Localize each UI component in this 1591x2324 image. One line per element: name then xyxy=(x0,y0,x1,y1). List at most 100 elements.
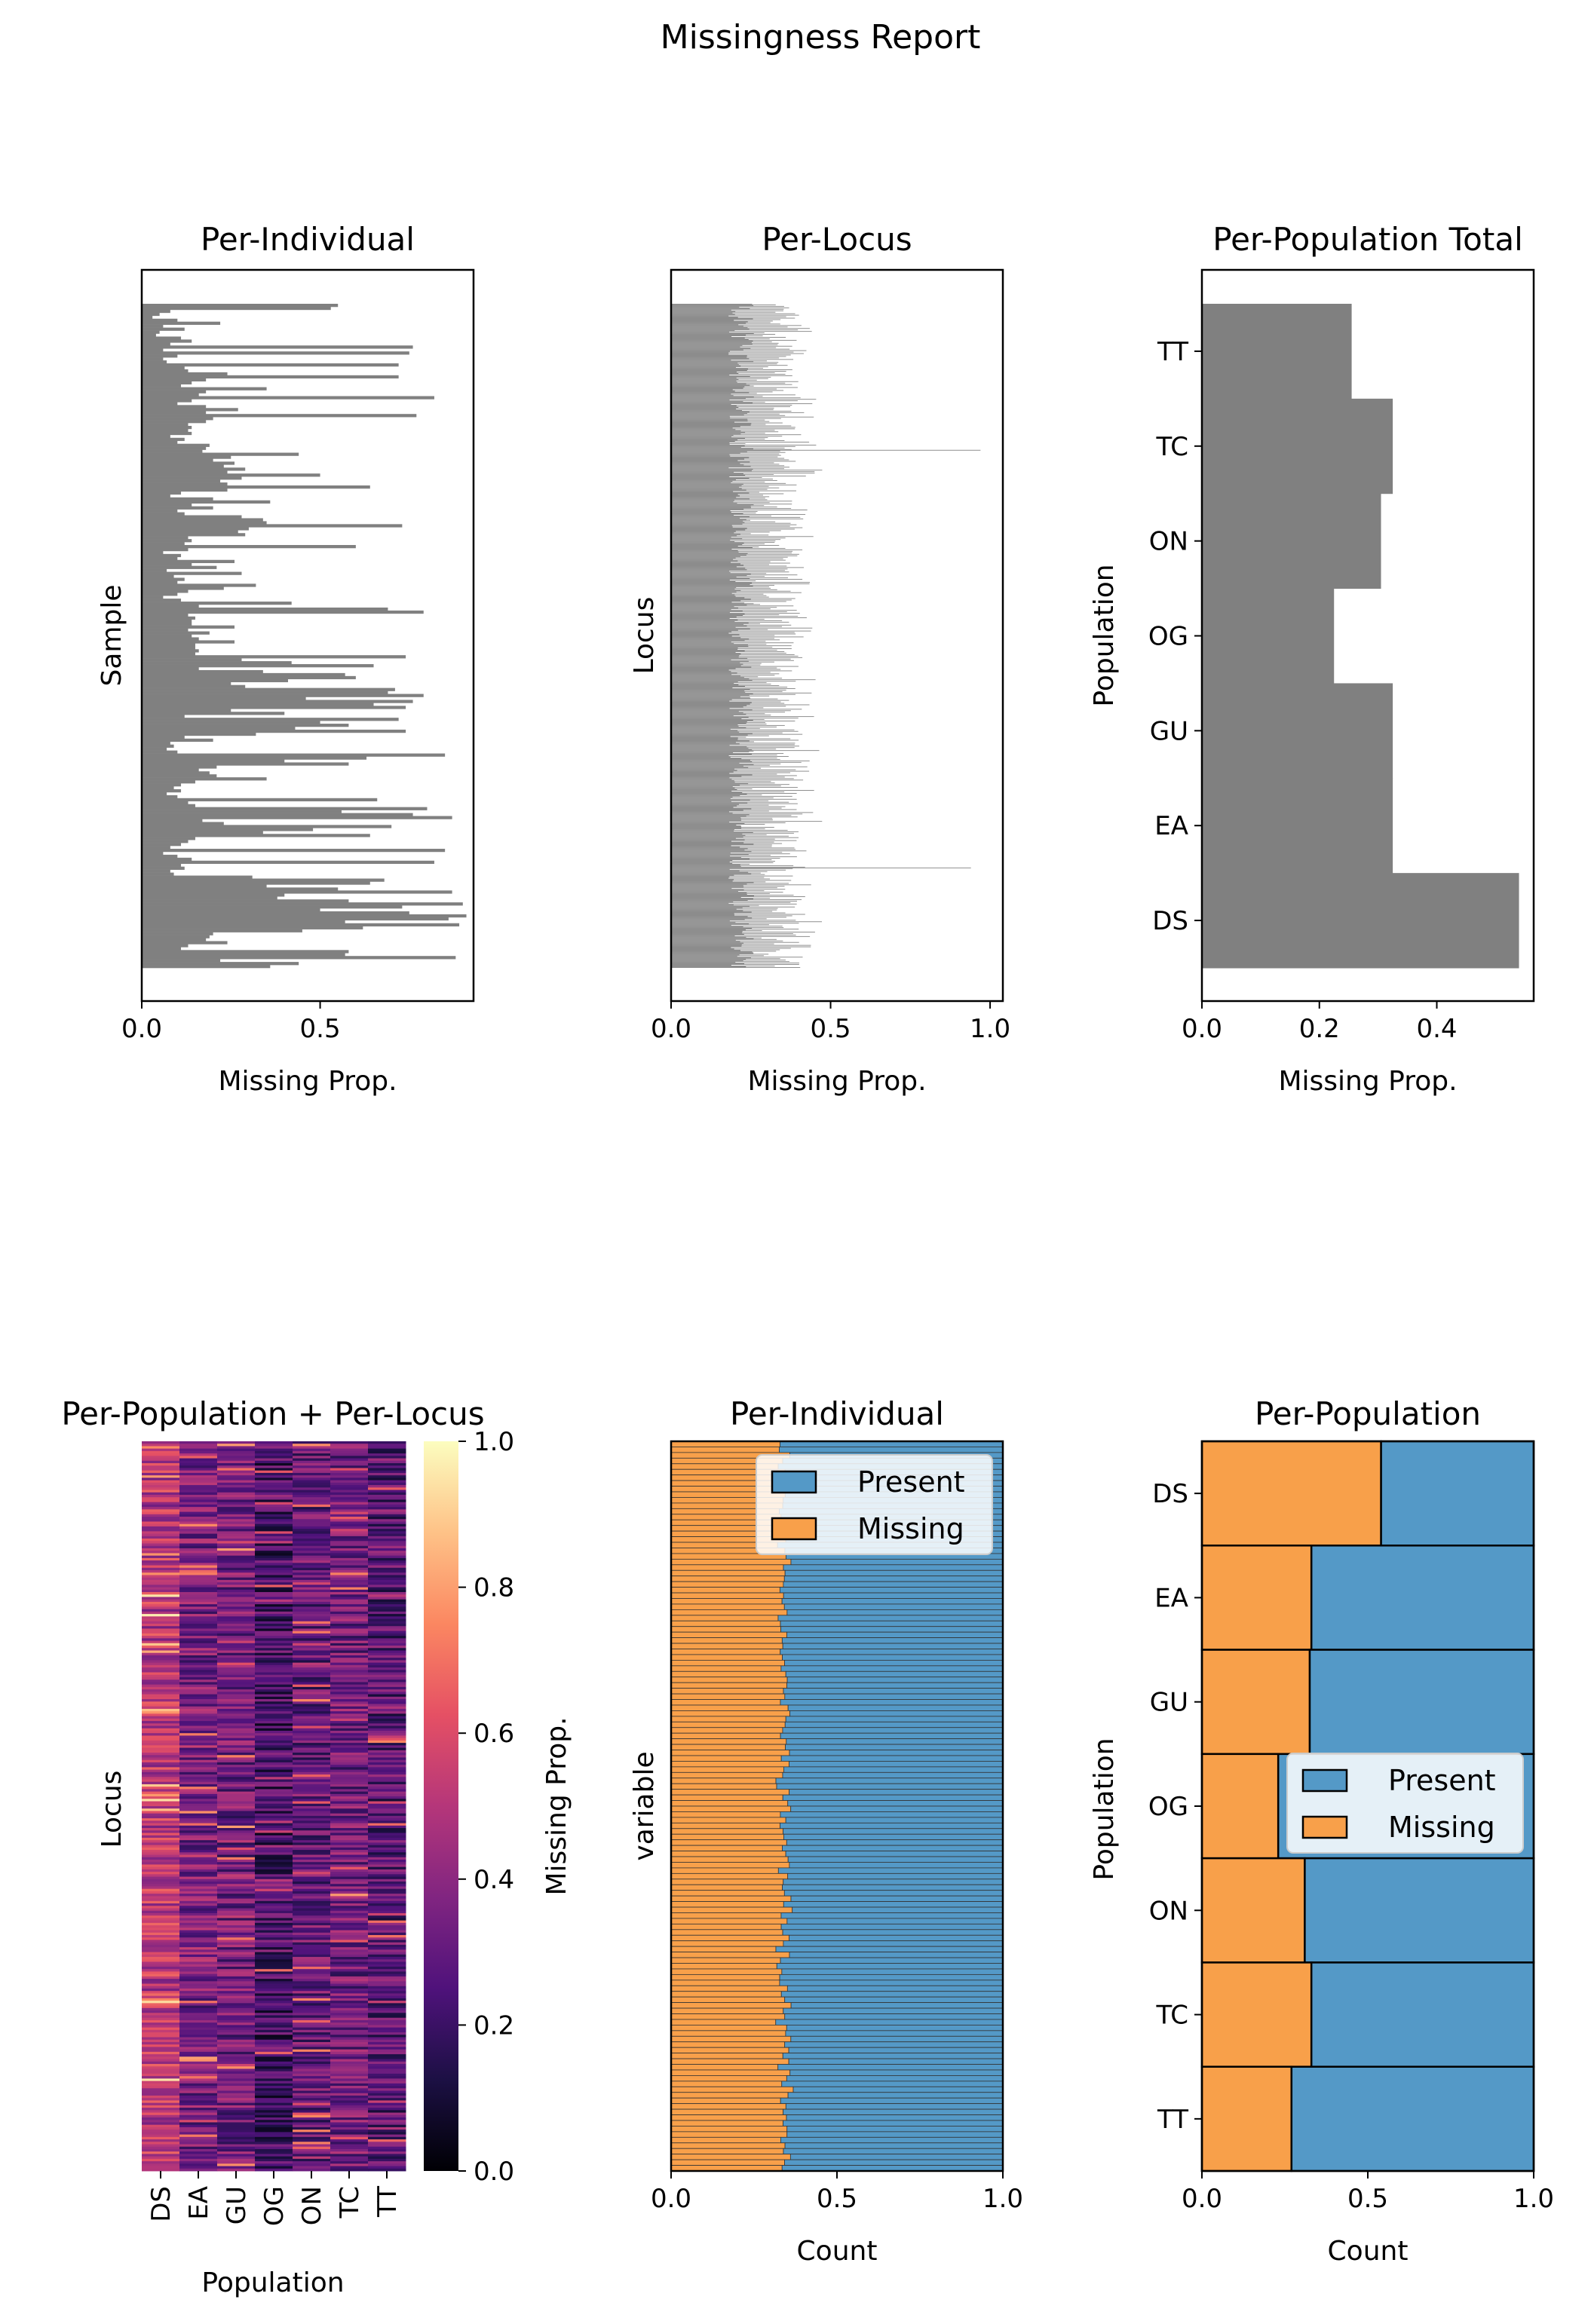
heatmap-cell xyxy=(368,1611,406,1615)
heatmap-cell xyxy=(330,1630,369,1634)
heatmap-cell xyxy=(217,1757,256,1761)
heatmap-cell xyxy=(330,1866,369,1870)
heatmap-cell xyxy=(368,1808,406,1811)
heatmap-cell xyxy=(293,1718,331,1722)
bar-missing xyxy=(670,1744,786,1750)
heatmap-cell xyxy=(368,1787,406,1790)
bar xyxy=(671,325,802,326)
heatmap-cell xyxy=(179,1704,218,1707)
heatmap-cell xyxy=(179,1543,218,1547)
heatmap-cell xyxy=(255,1609,293,1612)
heatmap-cell xyxy=(179,1811,218,1814)
bar-present xyxy=(782,1929,1004,1936)
heatmap-cell xyxy=(293,1779,331,1783)
heatmap-cell xyxy=(293,1497,331,1500)
heatmap-cell xyxy=(368,1543,406,1547)
heatmap-cell xyxy=(330,1774,369,1777)
heatmap-cell xyxy=(179,1597,218,1600)
heatmap-cell xyxy=(368,2117,406,2120)
bar xyxy=(671,865,794,866)
bar xyxy=(142,405,207,409)
bar xyxy=(671,709,753,711)
bar xyxy=(671,638,750,640)
heatmap-cell xyxy=(179,1891,218,1894)
heatmap-cell xyxy=(179,2098,218,2101)
bar-present xyxy=(781,1968,1004,1975)
bar xyxy=(671,534,769,536)
heatmap-cell xyxy=(368,2093,406,2096)
bar xyxy=(671,675,741,677)
bar-present xyxy=(786,1918,1004,1924)
heatmap-cell xyxy=(293,1708,331,1712)
bar xyxy=(142,613,189,617)
bar xyxy=(671,945,811,946)
heatmap-cell xyxy=(293,1662,331,1666)
heatmap-cell xyxy=(179,1989,218,1992)
heatmap-cell xyxy=(293,1998,331,2001)
per-population-per-locus-heatmap: Per-Population + Per-Locus DS EA GU OG ON TC T… xyxy=(61,1395,572,2298)
bar xyxy=(671,489,746,491)
heatmap-cell xyxy=(330,1942,369,1946)
heatmap-cell xyxy=(179,1514,218,1517)
heatmap-cell xyxy=(255,2001,293,2004)
legend-swatch-missing xyxy=(1301,1815,1348,1839)
heatmap-cell xyxy=(217,1725,256,1729)
heatmap-cell xyxy=(330,1728,369,1732)
bar xyxy=(671,551,739,553)
bar xyxy=(142,553,182,558)
heatmap-cell xyxy=(330,1601,369,1605)
bar xyxy=(671,743,740,745)
per-individual-stacked-chart: Per-Individual 0.0 0.5 1.0 Count variable … xyxy=(629,1395,1023,2267)
heatmap-cell xyxy=(217,1507,256,1510)
heatmap-cell xyxy=(293,1523,331,1527)
heatmap-cell xyxy=(255,1884,293,1887)
heatmap-cell xyxy=(142,1927,180,1931)
bar xyxy=(671,587,771,589)
heatmap-cell xyxy=(179,1721,218,1724)
bar xyxy=(142,640,235,644)
heatmap-cell xyxy=(293,1517,331,1520)
heatmap-cell xyxy=(142,1531,180,1535)
heatmap-cell xyxy=(179,2151,218,2154)
heatmap-cell xyxy=(368,2003,406,2006)
bar xyxy=(671,880,792,881)
bar xyxy=(142,807,428,810)
bar-missing xyxy=(670,1771,783,1779)
heatmap-cell xyxy=(217,2108,256,2111)
heatmap-cell xyxy=(142,1813,180,1817)
bar xyxy=(671,658,791,660)
bar xyxy=(671,413,780,415)
bar xyxy=(671,305,784,307)
heatmap-cell xyxy=(217,1624,256,1627)
heatmap-cell xyxy=(293,2078,331,2082)
heatmap-cell xyxy=(142,1793,180,1797)
bar-present xyxy=(780,1957,1004,1964)
bar-present xyxy=(784,1996,1004,2004)
heatmap-cell xyxy=(368,1884,406,1887)
heatmap-cell xyxy=(179,1646,218,1649)
heatmap-cell xyxy=(330,1539,369,1542)
bar xyxy=(671,498,750,500)
heatmap-cell xyxy=(330,1563,369,1566)
heatmap-cell xyxy=(330,1575,369,1578)
heatmap-cell xyxy=(255,1820,293,1823)
heatmap-cell xyxy=(293,2025,331,2029)
heatmap-cell xyxy=(142,2088,180,2091)
heatmap-cell xyxy=(255,1900,293,1904)
heatmap-cell xyxy=(255,2073,293,2077)
heatmap-cell xyxy=(142,1555,180,1559)
heatmap-cell xyxy=(368,1964,406,1967)
heatmap-cell xyxy=(142,1725,180,1729)
heatmap-cell xyxy=(293,1971,331,1975)
heatmap-cell xyxy=(330,1993,369,1997)
bar xyxy=(671,832,794,834)
bar xyxy=(671,724,785,726)
bar xyxy=(671,618,765,620)
heatmap-cell xyxy=(179,1869,218,1872)
bar xyxy=(671,539,781,540)
chart-title: Per-Individual xyxy=(201,221,415,258)
heatmap-cell xyxy=(142,1976,180,1980)
heatmap-cell xyxy=(368,1989,406,1992)
bar xyxy=(671,336,732,337)
heatmap-cell xyxy=(330,1733,369,1736)
